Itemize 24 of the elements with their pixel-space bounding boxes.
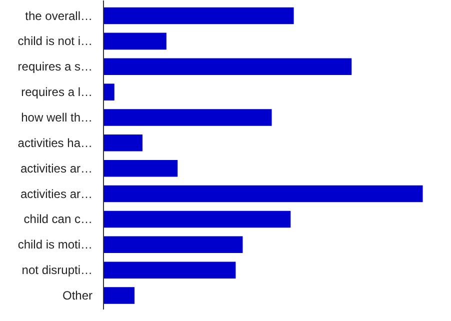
y-tick-label: child can c… <box>24 212 93 226</box>
y-tick-label: not disrupti… <box>22 263 93 278</box>
bar <box>104 7 294 24</box>
bar <box>104 84 114 100</box>
y-tick-label: activities ar… <box>20 161 93 176</box>
y-tick-label: child is not i… <box>18 34 93 48</box>
bar <box>104 32 166 50</box>
bar <box>104 185 423 202</box>
bar <box>104 236 243 254</box>
y-tick-label: activities ha… <box>18 136 93 150</box>
bar <box>104 287 134 304</box>
bar <box>104 109 272 126</box>
bar <box>104 134 142 152</box>
bar <box>104 262 236 278</box>
y-tick-label: requires a l… <box>21 85 93 100</box>
bar <box>104 58 352 76</box>
y-tick-label: requires a s… <box>18 60 93 74</box>
bar <box>104 160 178 177</box>
y-tick-label: the overall… <box>25 8 93 23</box>
y-tick-label: child is moti… <box>18 238 93 252</box>
y-tick-label: how well th… <box>21 110 93 124</box>
y-tick-label: Other <box>62 288 93 303</box>
y-tick-label: activities ar… <box>20 186 93 201</box>
bar <box>104 210 291 228</box>
